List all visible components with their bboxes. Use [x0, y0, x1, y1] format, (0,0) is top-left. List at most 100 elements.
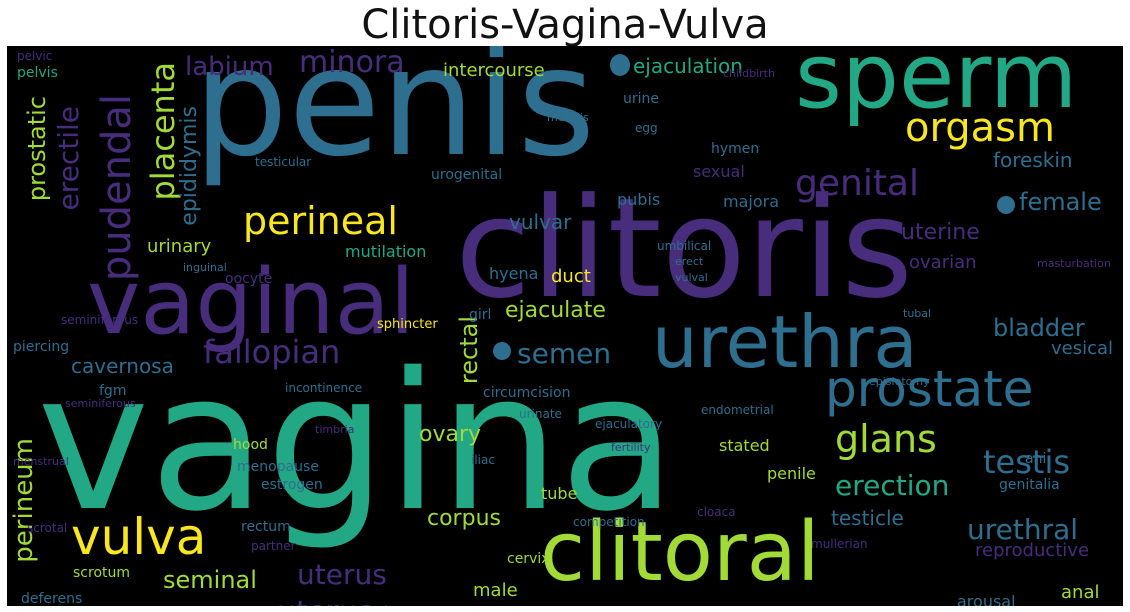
chart-title: Clitoris-Vagina-Vulva: [361, 2, 769, 48]
blob-dot: [997, 196, 1015, 214]
word-labium: labium: [185, 52, 274, 82]
word-pudendal: pudendal: [94, 94, 140, 282]
word-urinary: urinary: [147, 236, 212, 257]
word-childbirth: childbirth: [723, 67, 775, 80]
word-semen: semen: [517, 337, 612, 370]
word-bulbourethral: bulbourethral: [313, 604, 387, 606]
word-penis: penis: [193, 46, 596, 190]
word-penile: penile: [767, 464, 816, 483]
word-mutilation: mutilation: [345, 242, 427, 261]
word-hood: hood: [233, 437, 268, 453]
word-urinate: urinate: [519, 407, 562, 421]
word-scrotum: scrotum: [73, 565, 131, 581]
word-seminiferous-2: seminiferous: [65, 397, 136, 410]
word-estrogen: estrogen: [261, 477, 323, 493]
word-intercourse: intercourse: [443, 60, 545, 81]
word-sexual: sexual: [693, 162, 745, 181]
word-ejaculatory: ejaculatory: [595, 417, 663, 431]
word-uterus: uterus: [277, 598, 373, 607]
word-vagina: vagina: [37, 332, 677, 553]
word-deferens: deferens: [21, 591, 83, 606]
word-egg: egg: [635, 121, 658, 135]
word-incontinence: incontinence: [285, 381, 363, 395]
word-cloud: penis vagina clitoris sperm vaginal uret…: [7, 46, 1123, 606]
word-fallopian: fallopian: [203, 333, 341, 371]
word-placenta: placenta: [144, 62, 182, 201]
word-urogenital: urogenital: [431, 167, 503, 183]
word-partner: partner: [251, 539, 296, 553]
word-erect: erect: [675, 255, 704, 268]
word-iliac: iliac: [471, 453, 495, 467]
word-vulvar: vulvar: [509, 210, 572, 234]
word-prostatic: prostatic: [23, 96, 51, 202]
word-male: male: [473, 580, 518, 601]
word-seminal: seminal: [163, 566, 257, 594]
word-ovarian: ovarian: [909, 252, 977, 273]
word-erection: erection: [835, 469, 950, 502]
word-clitoral: clitoral: [540, 505, 820, 600]
word-stated: stated: [719, 436, 770, 455]
word-glans: glans: [835, 417, 937, 461]
word-umbilical: umbilical: [657, 239, 712, 253]
word-girl: girl: [469, 307, 492, 323]
word-rectum: rectum: [241, 519, 291, 535]
word-menstrual: menstrual: [13, 455, 69, 468]
word-pelvis: pelvis: [17, 65, 58, 81]
word-genital: genital: [795, 163, 919, 204]
word-masturbation: masturbation: [1037, 257, 1111, 270]
word-pelvic: pelvic: [17, 49, 53, 63]
word-foreskin: foreskin: [993, 148, 1073, 172]
word-endometrial: endometrial: [701, 403, 774, 417]
word-uterus-h: uterus: [297, 558, 387, 591]
word-inguinal: inguinal: [183, 261, 227, 274]
word-bladder: bladder: [993, 314, 1085, 342]
word-episiotomy: episiotomy: [869, 375, 930, 388]
word-meiosis: meiosis: [547, 111, 589, 124]
word-vaginal: vaginal: [87, 250, 415, 355]
word-prostate: prostate: [825, 360, 1034, 418]
word-competition: competition: [573, 515, 645, 529]
word-majora: majora: [723, 192, 780, 211]
word-cervix: cervix: [507, 551, 550, 567]
word-pubis: pubis: [617, 190, 661, 209]
word-seminiferous: seminiferous: [61, 313, 139, 327]
word-urethral: urethral: [967, 513, 1079, 546]
blob-dot: [610, 54, 630, 76]
word-reproductive: reproductive: [975, 540, 1090, 561]
word-cloaca: cloaca: [697, 505, 736, 519]
word-hymen: hymen: [711, 141, 760, 157]
word-fgm: fgm: [99, 383, 127, 399]
word-menopause: menopause: [237, 459, 319, 475]
word-female: female: [1019, 188, 1102, 216]
word-ani: ani: [1025, 451, 1047, 467]
word-testicular: testicular: [255, 155, 312, 169]
word-anal: anal: [1061, 582, 1100, 603]
word-cavernosa: cavernosa: [71, 354, 174, 378]
word-circumcision: circumcision: [483, 385, 571, 401]
word-urine: urine: [623, 91, 660, 107]
blob-dot: [493, 342, 511, 360]
word-vesical: vesical: [1051, 338, 1114, 359]
word-vulva: vulva: [71, 508, 207, 566]
word-ovary: ovary: [419, 422, 482, 447]
word-minora: minora: [299, 46, 405, 80]
word-uterine: uterine: [901, 220, 980, 245]
word-hyena: hyena: [489, 264, 539, 283]
word-timbria: timbria: [315, 423, 355, 436]
word-piercing: piercing: [13, 339, 70, 355]
word-perineal: perineal: [243, 199, 398, 243]
word-testicle: testicle: [831, 506, 904, 530]
word-erectile: erectile: [52, 106, 85, 211]
word-arousal: arousal: [957, 592, 1016, 607]
word-sperm: sperm: [795, 46, 1078, 129]
word-duct: duct: [551, 266, 591, 287]
word-ejaculation: ejaculation: [633, 54, 743, 78]
word-tubal: tubal: [903, 307, 932, 320]
word-sphincter: sphincter: [377, 317, 438, 332]
word-urethra: urethra: [652, 300, 918, 384]
word-mullerian: mullerian: [811, 537, 868, 551]
word-rectal: rectal: [455, 316, 483, 385]
word-testis: testis: [983, 443, 1071, 481]
word-oocyte: oocyte: [225, 271, 273, 287]
word-ejaculate: ejaculate: [505, 298, 606, 323]
